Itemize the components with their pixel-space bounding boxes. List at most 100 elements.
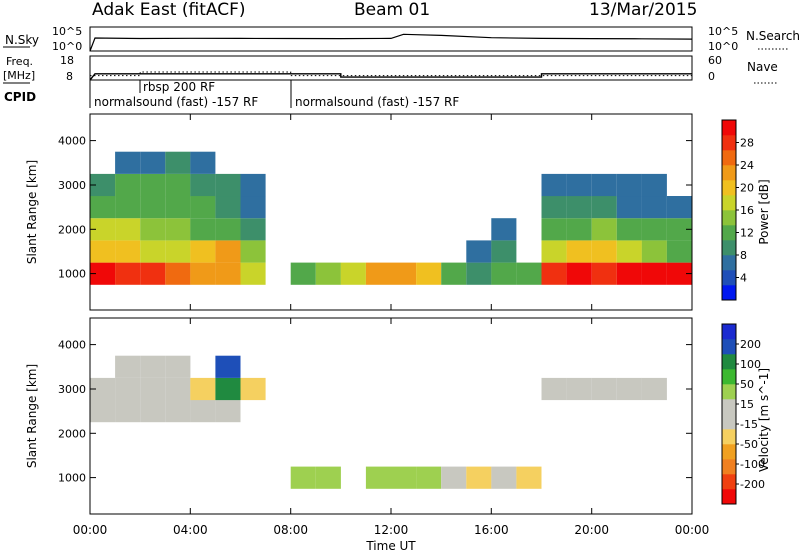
heatmap-cell bbox=[616, 173, 642, 197]
heatmap-cell bbox=[115, 196, 141, 219]
cpid-label: CPID bbox=[4, 90, 36, 104]
heatmap-cell bbox=[566, 218, 592, 241]
colorbar-swatch bbox=[722, 339, 736, 355]
heatmap-cell bbox=[115, 262, 141, 285]
heatmap-cell bbox=[140, 196, 166, 219]
ytick-label: 4000 bbox=[58, 339, 86, 352]
velocity-panel: 1000 2000 3000 4000 Slant Range [km] 200 100… bbox=[25, 317, 771, 515]
heatmap-cell bbox=[215, 240, 241, 263]
colorbar-swatch bbox=[722, 369, 736, 385]
cpid-panel: CPID rbsp 200 RF normalsound (fast) -157… bbox=[4, 80, 459, 109]
colorbar-tick-label: 28 bbox=[740, 137, 754, 150]
heatmap-cell bbox=[215, 173, 241, 197]
colorbar-tick-label: 200 bbox=[740, 338, 761, 351]
colorbar-swatch bbox=[722, 474, 736, 490]
velocity-ylabel: Slant Range [km] bbox=[25, 364, 39, 468]
colorbar-swatch bbox=[722, 429, 736, 445]
heatmap-cell bbox=[115, 377, 141, 401]
colorbar-swatch bbox=[722, 225, 736, 241]
heatmap-cell bbox=[616, 196, 642, 219]
heatmap-cell bbox=[641, 218, 667, 241]
xtick-label: 12:00 bbox=[374, 523, 409, 537]
colorbar-tick-label: 8 bbox=[740, 249, 747, 262]
colorbar-tick-label: -200 bbox=[740, 478, 765, 491]
heatmap-cell bbox=[290, 466, 316, 489]
heatmap-cell bbox=[616, 262, 642, 285]
heatmap-cell bbox=[90, 377, 116, 401]
heatmap-cell bbox=[441, 262, 467, 285]
heatmap-cell bbox=[391, 262, 417, 285]
heatmap-cell bbox=[165, 262, 191, 285]
colorbar-swatch bbox=[722, 285, 736, 301]
heatmap-cell bbox=[115, 218, 141, 241]
colorbar-swatch bbox=[722, 135, 736, 151]
heatmap-cell bbox=[666, 262, 692, 285]
heatmap-cell bbox=[240, 173, 266, 197]
xtick-label: 00:00 bbox=[73, 523, 108, 537]
colorbar-swatch bbox=[722, 324, 736, 340]
heatmap-cell bbox=[491, 466, 517, 489]
colorbar-swatch bbox=[722, 384, 736, 400]
heatmap-cell bbox=[541, 196, 567, 219]
velocity-colorbar: 200 100 50 15 -15 -50 -100 -200 bbox=[721, 323, 765, 505]
heatmap-cell bbox=[165, 196, 191, 219]
heatmap-cell bbox=[115, 355, 141, 378]
colorbar-swatch bbox=[722, 120, 736, 136]
colorbar-tick-label: -100 bbox=[740, 458, 765, 471]
heatmap-cell bbox=[566, 377, 592, 401]
heatmap-cell bbox=[566, 240, 592, 263]
velocity-heatmap bbox=[90, 355, 667, 489]
heatmap-cell bbox=[591, 196, 617, 219]
heatmap-cell bbox=[466, 262, 492, 285]
heatmap-cell bbox=[90, 262, 116, 285]
heatmap-cell bbox=[165, 377, 191, 401]
heatmap-cell bbox=[140, 400, 166, 423]
heatmap-cell bbox=[240, 240, 266, 263]
heatmap-cell bbox=[416, 466, 442, 489]
heatmap-cell bbox=[140, 240, 166, 263]
heatmap-cell bbox=[290, 262, 316, 285]
heatmap-cell bbox=[190, 377, 216, 401]
colorbar-swatch bbox=[722, 255, 736, 271]
freq-line bbox=[89, 73, 692, 81]
heatmap-cell bbox=[591, 240, 617, 263]
heatmap-cell bbox=[90, 240, 116, 263]
heatmap-cell bbox=[115, 173, 141, 197]
heatmap-cell bbox=[315, 466, 341, 489]
power-colorbar-label: Power [dB] bbox=[757, 179, 771, 244]
nave-label: Nave bbox=[747, 60, 778, 74]
ytick-label: 4000 bbox=[58, 135, 86, 148]
nsky-label: N.Sky bbox=[5, 33, 39, 47]
xtick-label: 00:00 bbox=[675, 523, 710, 537]
heatmap-cell bbox=[165, 151, 191, 174]
heatmap-cell bbox=[140, 355, 166, 378]
heatmap-cell bbox=[666, 240, 692, 263]
heatmap-cell bbox=[541, 377, 567, 401]
heatmap-cell bbox=[215, 400, 241, 423]
heatmap-cell bbox=[165, 240, 191, 263]
colorbar-swatch bbox=[722, 165, 736, 181]
cpid-mode-1: normalsound (fast) -157 RF bbox=[94, 95, 258, 109]
heatmap-cell bbox=[240, 262, 266, 285]
heatmap-cell bbox=[215, 218, 241, 241]
heatmap-cell bbox=[641, 262, 667, 285]
heatmap-cell bbox=[165, 355, 191, 378]
xaxis-label: Time UT bbox=[365, 539, 416, 553]
plot-title-beam: Beam 01 bbox=[354, 0, 431, 20]
power-ylabel: Slant Range [km] bbox=[25, 160, 39, 264]
nsky-tick-bottom: 10^0 bbox=[52, 40, 82, 53]
heatmap-cell bbox=[566, 173, 592, 197]
ytick-label: 1000 bbox=[58, 472, 86, 485]
heatmap-cell bbox=[190, 196, 216, 219]
plot-title-radar: Adak East (fitACF) bbox=[92, 0, 246, 20]
colorbar-swatch bbox=[722, 240, 736, 256]
heatmap-cell bbox=[516, 466, 542, 489]
freq-panel: Freq. [MHz] 18 8 60 0 Nave bbox=[3, 54, 778, 84]
heatmap-cell bbox=[165, 400, 191, 423]
colorbar-swatch bbox=[722, 210, 736, 226]
heatmap-cell bbox=[441, 466, 467, 489]
colorbar-swatch bbox=[722, 270, 736, 286]
heatmap-cell bbox=[666, 196, 692, 219]
heatmap-cell bbox=[591, 377, 617, 401]
heatmap-cell bbox=[190, 400, 216, 423]
